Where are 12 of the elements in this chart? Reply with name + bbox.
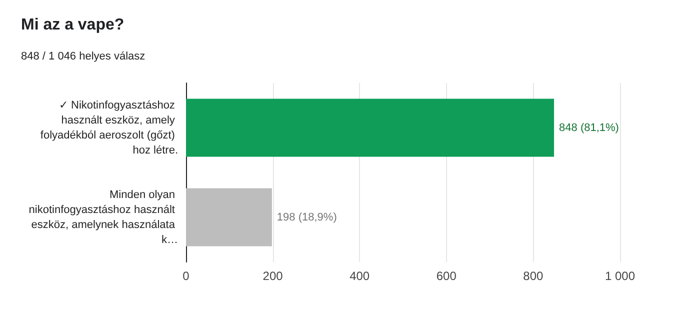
data-label: 198 (18,9%) xyxy=(276,211,337,224)
x-tick-label: 0 xyxy=(182,269,190,283)
x-tick-label: 800 xyxy=(523,269,544,283)
chart-title: Mi az a vape? xyxy=(21,16,124,34)
text: 848 / 1 046 helyes válasz xyxy=(21,50,146,62)
x-tick-label: 400 xyxy=(350,269,370,283)
y-tick-label: Minden olyan nikotinfogyasztáshoz használt eszköz, amelynek használata k… xyxy=(28,188,178,246)
x-tick-label: 600 xyxy=(436,269,457,283)
x-tick-label: 200 xyxy=(262,269,284,283)
y-tick-label: ✓ Nikotinfogyasztáshoz használt eszköz, amely folyadékból aeroszolt (gőzt) hoz létre. xyxy=(40,99,178,156)
x-tick-label: 1 000 xyxy=(604,269,636,283)
data-label: 848 (81,1%) xyxy=(559,122,619,134)
